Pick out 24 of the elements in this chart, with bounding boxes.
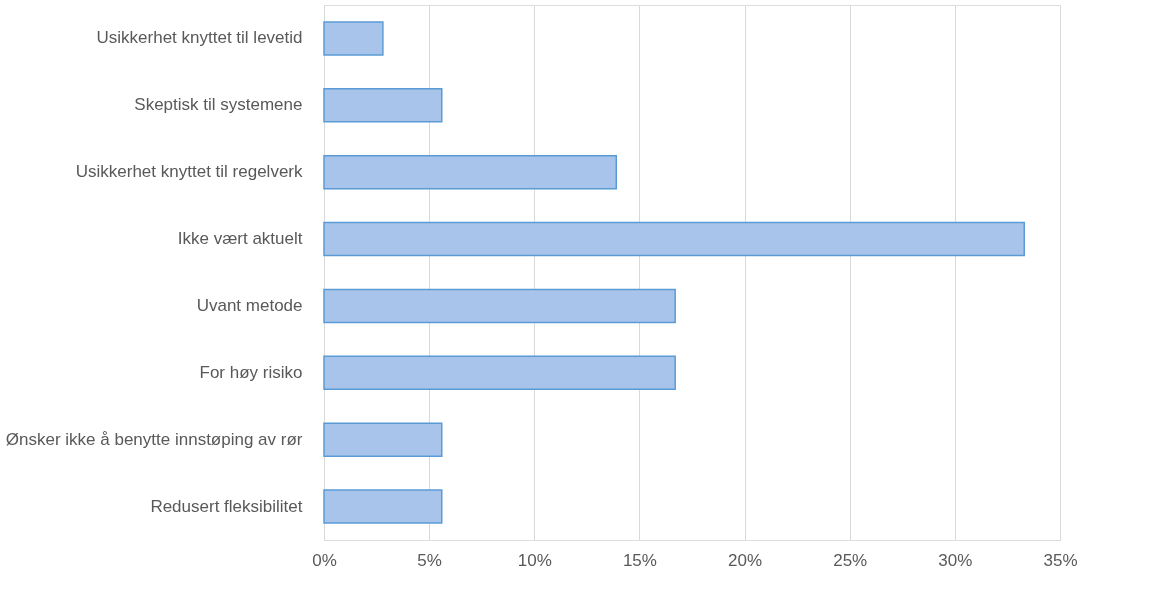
bar xyxy=(323,154,618,190)
x-tick-label: 5% xyxy=(417,550,442,570)
y-tick-label: Skeptisk til systemene xyxy=(134,95,303,115)
x-tick-label: 30% xyxy=(938,550,973,570)
y-tick-label: Uvant metode xyxy=(196,295,303,315)
y-tick-label: Ikke vært aktuelt xyxy=(177,229,303,249)
x-tick-label: 35% xyxy=(1043,550,1078,570)
y-tick-label: Ønsker ikke å benytte innstøping av rør xyxy=(5,429,303,449)
bar xyxy=(323,221,1025,257)
bar xyxy=(323,88,443,123)
bar xyxy=(323,355,676,391)
x-tick-label: 20% xyxy=(728,550,763,570)
bar xyxy=(323,422,443,457)
x-tick-label: 25% xyxy=(833,550,868,570)
bar xyxy=(323,288,676,324)
bar xyxy=(323,21,384,56)
x-tick-label: 15% xyxy=(622,550,657,570)
x-tick-label: 0% xyxy=(312,550,337,570)
bar xyxy=(323,489,443,524)
y-tick-label: Usikkerhet knyttet til levetid xyxy=(96,28,303,48)
y-tick-label: For høy risiko xyxy=(199,362,303,382)
y-tick-label: Redusert fleksibilitet xyxy=(150,496,303,516)
y-tick-label: Usikkerhet knyttet til regelverk xyxy=(75,162,303,182)
x-tick-label: 10% xyxy=(517,550,552,570)
